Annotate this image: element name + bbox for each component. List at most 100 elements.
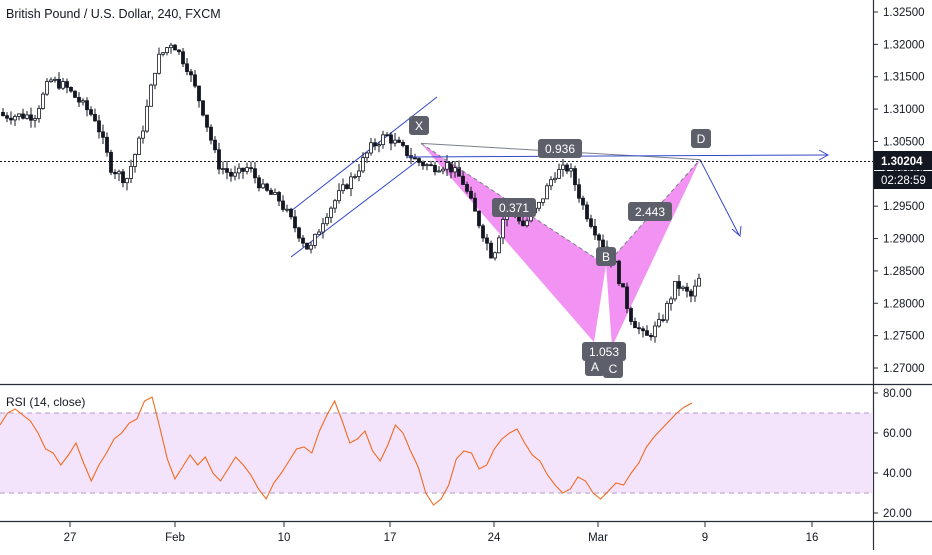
candle-down — [241, 167, 245, 172]
ratio-label-ac-box[interactable] — [582, 342, 626, 361]
candle-down — [573, 168, 577, 186]
candle-down — [489, 242, 493, 259]
ratio-label-xb-box[interactable] — [492, 198, 536, 217]
pattern-bcd-triangle[interactable] — [606, 159, 700, 347]
candle-down — [5, 115, 9, 119]
projection-horizontal-line[interactable] — [406, 154, 828, 158]
candle-up — [537, 202, 541, 209]
candle-down — [225, 168, 229, 173]
candle-down — [469, 190, 473, 199]
point-label-c-box[interactable] — [603, 359, 623, 378]
projection-down-line[interactable] — [699, 159, 740, 236]
price-tick-label: 1.29500 — [883, 201, 925, 213]
ratio-label-ac: 1.053 — [589, 345, 619, 359]
candle-down — [189, 71, 193, 76]
point-label-b: B — [602, 250, 610, 264]
candle-up — [553, 177, 557, 181]
candle-up — [337, 190, 341, 202]
point-label-d-box[interactable] — [691, 129, 711, 148]
point-label-x: X — [415, 119, 423, 133]
candle-down — [617, 260, 621, 284]
price-tick-label: 1.31000 — [883, 104, 925, 116]
candle-up — [441, 168, 445, 172]
candle-down — [181, 51, 185, 65]
ratio-label-xd-box[interactable] — [538, 139, 582, 158]
candle-up — [681, 286, 685, 289]
candle-down — [585, 204, 589, 220]
candle-down — [629, 308, 633, 322]
candle-down — [9, 117, 13, 121]
candle-down — [197, 85, 201, 102]
candle-down — [689, 290, 693, 297]
candle-up — [41, 93, 45, 109]
candle-down — [69, 86, 73, 92]
candle-up — [245, 167, 249, 172]
point-label-b-box[interactable] — [596, 247, 616, 266]
price-tick-label: 1.28000 — [883, 298, 925, 310]
price-tick-label: 1.27000 — [883, 363, 925, 375]
candle-down — [73, 90, 77, 98]
candle-up — [369, 142, 373, 154]
candle-down — [265, 183, 269, 191]
symbol-title: British Pound / U.S. Dollar, 240, FXCM — [6, 7, 221, 21]
candle-up — [17, 113, 21, 117]
candle-up — [357, 170, 361, 177]
candle-down — [429, 164, 433, 167]
candle-up — [525, 220, 529, 227]
pattern-xb-dashed — [420, 142, 607, 266]
candle-down — [461, 175, 465, 185]
candle-down — [621, 283, 625, 288]
candle-down — [405, 145, 409, 157]
point-label-a-box[interactable] — [585, 357, 605, 376]
rsi-title: RSI (14, close) — [6, 395, 85, 409]
candle-down — [661, 319, 665, 321]
price-tick-label: 1.30500 — [883, 136, 925, 148]
candle-down — [589, 218, 593, 227]
ratio-label-xd: 0.936 — [545, 142, 575, 156]
candle-up — [569, 168, 573, 172]
time-tick-label: Mar — [588, 532, 608, 544]
point-label-x-box[interactable] — [409, 116, 429, 135]
candle-up — [165, 47, 169, 54]
candle-down — [289, 208, 293, 218]
ratio-label-bd: 2.443 — [635, 205, 665, 219]
candle-up — [157, 53, 161, 74]
candle-down — [213, 139, 217, 151]
candle-up — [25, 114, 29, 119]
candle-down — [105, 136, 109, 153]
candle-down — [65, 81, 69, 88]
candle-down — [185, 63, 189, 73]
time-tick-label: 27 — [64, 532, 77, 544]
price-tick-label: 1.29000 — [883, 234, 925, 246]
rsi-tick-label: 20.00 — [883, 508, 912, 520]
time-tick-label: Feb — [165, 532, 185, 544]
rsi-tick-label: 40.00 — [883, 468, 912, 480]
candle-up — [261, 183, 265, 189]
ratio-label-bd-box[interactable] — [628, 202, 672, 221]
candle-down — [641, 328, 645, 332]
candle-up — [673, 281, 677, 300]
candle-down — [645, 330, 649, 336]
candle-down — [465, 184, 469, 192]
candle-up — [233, 172, 237, 177]
candle-down — [305, 242, 309, 250]
countdown-text: 02:28:59 — [881, 175, 926, 187]
candle-up — [657, 319, 661, 327]
candle-up — [169, 44, 173, 49]
candle-down — [677, 281, 681, 289]
point-label-c: C — [609, 362, 618, 376]
candle-down — [177, 49, 181, 53]
candle-up — [125, 178, 129, 184]
candle-down — [373, 142, 377, 147]
current-price-text: 1.30204 — [881, 156, 923, 168]
channel-lower-line[interactable] — [290, 158, 421, 258]
candle-down — [293, 216, 297, 229]
candle-up — [61, 81, 65, 89]
candle-down — [269, 189, 273, 195]
candle-up — [149, 84, 153, 107]
candle-down — [93, 113, 97, 122]
candle-up — [425, 164, 429, 167]
candle-up — [81, 100, 85, 103]
